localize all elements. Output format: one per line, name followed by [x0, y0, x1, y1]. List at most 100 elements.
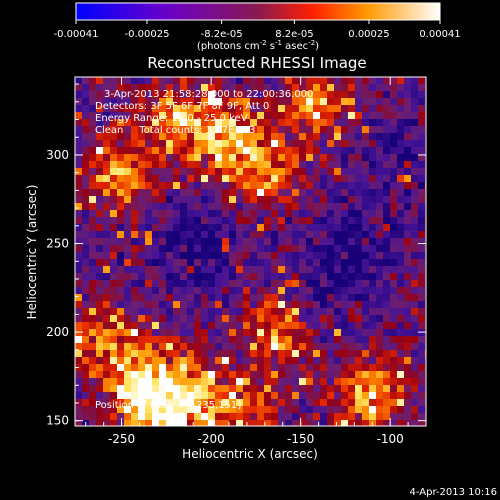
y-tick-label: 200 — [46, 325, 69, 339]
heatmap-cell — [411, 126, 419, 134]
heatmap-cell — [89, 147, 97, 155]
heatmap-cell — [131, 91, 139, 99]
heatmap-cell — [313, 231, 321, 239]
heatmap-cell — [103, 406, 111, 414]
heatmap-cell — [383, 329, 391, 337]
heatmap-cell — [327, 224, 335, 232]
heatmap-cell — [201, 322, 209, 330]
heatmap-cell — [348, 84, 356, 92]
heatmap-cell — [376, 280, 384, 288]
heatmap-cell — [194, 406, 202, 414]
footer-date: 4-Apr-2013 10:16 — [410, 487, 497, 498]
heatmap-cell — [271, 105, 279, 113]
heatmap-cell — [397, 350, 405, 358]
heatmap-cell — [285, 280, 293, 288]
heatmap-cell — [306, 217, 314, 225]
heatmap-cell — [82, 266, 90, 274]
heatmap-cell — [173, 231, 181, 239]
heatmap-cell — [411, 301, 419, 309]
heatmap-cell — [257, 350, 265, 358]
heatmap-cell — [194, 259, 202, 267]
heatmap-cell — [299, 343, 307, 351]
heatmap-cell — [320, 77, 328, 85]
heatmap-cell — [173, 266, 181, 274]
heatmap-cell — [201, 147, 209, 155]
heatmap-cell — [187, 252, 195, 260]
heatmap-cell — [404, 98, 412, 106]
heatmap-cell — [236, 315, 244, 323]
heatmap-cell — [131, 252, 139, 260]
heatmap-cell — [208, 308, 216, 316]
annotation-detectors: Detectors: 3F 5F 6F 7F 8F 9F, Att 0 — [95, 101, 269, 112]
heatmap-cell — [271, 217, 279, 225]
heatmap-cell — [166, 336, 174, 344]
heatmap-cell — [334, 147, 342, 155]
heatmap-cell — [222, 420, 230, 426]
heatmap-cell — [110, 140, 118, 148]
heatmap-cell — [89, 182, 97, 190]
heatmap-cell — [299, 406, 307, 414]
heatmap-cell — [152, 287, 160, 295]
heatmap-cell — [138, 161, 146, 169]
heatmap-cell — [313, 420, 321, 426]
heatmap-cell — [131, 350, 139, 358]
heatmap-cell — [348, 217, 356, 225]
heatmap-cell — [355, 182, 363, 190]
heatmap-cell — [180, 301, 188, 309]
heatmap-cell — [271, 357, 279, 365]
heatmap-cell — [383, 224, 391, 232]
heatmap-cell — [124, 175, 132, 183]
heatmap-cell — [376, 364, 384, 372]
heatmap-cell — [285, 343, 293, 351]
heatmap-cell — [376, 399, 384, 407]
heatmap-cell — [201, 294, 209, 302]
heatmap-cell — [187, 175, 195, 183]
heatmap-cell — [299, 210, 307, 218]
heatmap-cell — [362, 308, 370, 316]
heatmap-cell — [208, 154, 216, 162]
heatmap-cell — [96, 84, 104, 92]
heatmap-cell — [208, 287, 216, 295]
heatmap-cell — [96, 105, 104, 113]
heatmap-cell — [201, 126, 209, 134]
heatmap-cell — [362, 420, 370, 426]
heatmap-cell — [215, 245, 223, 253]
heatmap-cell — [390, 294, 398, 302]
heatmap-cell — [243, 406, 251, 414]
heatmap-cell — [285, 210, 293, 218]
heatmap-cell — [404, 140, 412, 148]
heatmap-cell — [103, 294, 111, 302]
heatmap-cell — [229, 350, 237, 358]
heatmap-cell — [103, 84, 111, 92]
heatmap-cell — [187, 364, 195, 372]
heatmap-cell — [390, 322, 398, 330]
heatmap-cell — [418, 420, 426, 426]
heatmap-cell — [166, 378, 174, 386]
heatmap-cell — [89, 420, 97, 426]
heatmap-cell — [145, 182, 153, 190]
heatmap-cell — [362, 378, 370, 386]
heatmap-cell — [285, 182, 293, 190]
heatmap-cell — [222, 210, 230, 218]
heatmap-cell — [250, 385, 258, 393]
heatmap-cell — [166, 266, 174, 274]
heatmap-cell — [138, 119, 146, 127]
heatmap-cell — [299, 350, 307, 358]
heatmap-cell — [82, 259, 90, 267]
heatmap-cell — [299, 98, 307, 106]
heatmap-cell — [159, 392, 167, 400]
heatmap-cell — [250, 413, 258, 421]
heatmap-cell — [96, 182, 104, 190]
heatmap-cell — [89, 224, 97, 232]
heatmap-cell — [75, 91, 83, 99]
heatmap-cell — [313, 112, 321, 120]
heatmap-cell — [369, 343, 377, 351]
heatmap-cell — [327, 280, 335, 288]
heatmap-cell — [187, 413, 195, 421]
heatmap-cell — [250, 98, 258, 106]
heatmap-cell — [334, 343, 342, 351]
colorbar-tick-labels: -0.00041 -0.00025 -8.2e-05 8.2e-05 0.00025 0.… — [54, 29, 461, 40]
heatmap-cell — [369, 238, 377, 246]
heatmap-cell — [82, 245, 90, 253]
heatmap-cell — [159, 98, 167, 106]
